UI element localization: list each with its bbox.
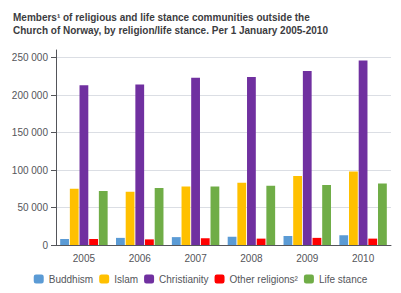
svg-text:250 000: 250 000 [12, 52, 49, 63]
svg-text:2005: 2005 [73, 253, 96, 264]
svg-text:150 000: 150 000 [12, 127, 49, 138]
svg-text:Other religions²: Other religions² [230, 274, 299, 285]
svg-text:Church of Norway, by religion/: Church of Norway, by religion/life stanc… [13, 25, 328, 36]
svg-text:0: 0 [42, 240, 48, 251]
svg-text:50 000: 50 000 [17, 202, 48, 213]
svg-text:Islam: Islam [114, 274, 138, 285]
svg-text:2007: 2007 [184, 253, 207, 264]
svg-text:200 000: 200 000 [12, 90, 49, 101]
svg-text:100 000: 100 000 [12, 165, 49, 176]
svg-text:Christianity: Christianity [159, 274, 208, 285]
svg-text:2010: 2010 [352, 253, 375, 264]
svg-text:2009: 2009 [296, 253, 319, 264]
svg-text:2006: 2006 [129, 253, 152, 264]
svg-text:2008: 2008 [240, 253, 263, 264]
svg-text:Members¹ of religious and life: Members¹ of religious and life stance co… [13, 12, 310, 23]
svg-text:Life stance: Life stance [319, 274, 368, 285]
svg-text:Buddhism: Buddhism [49, 274, 93, 285]
